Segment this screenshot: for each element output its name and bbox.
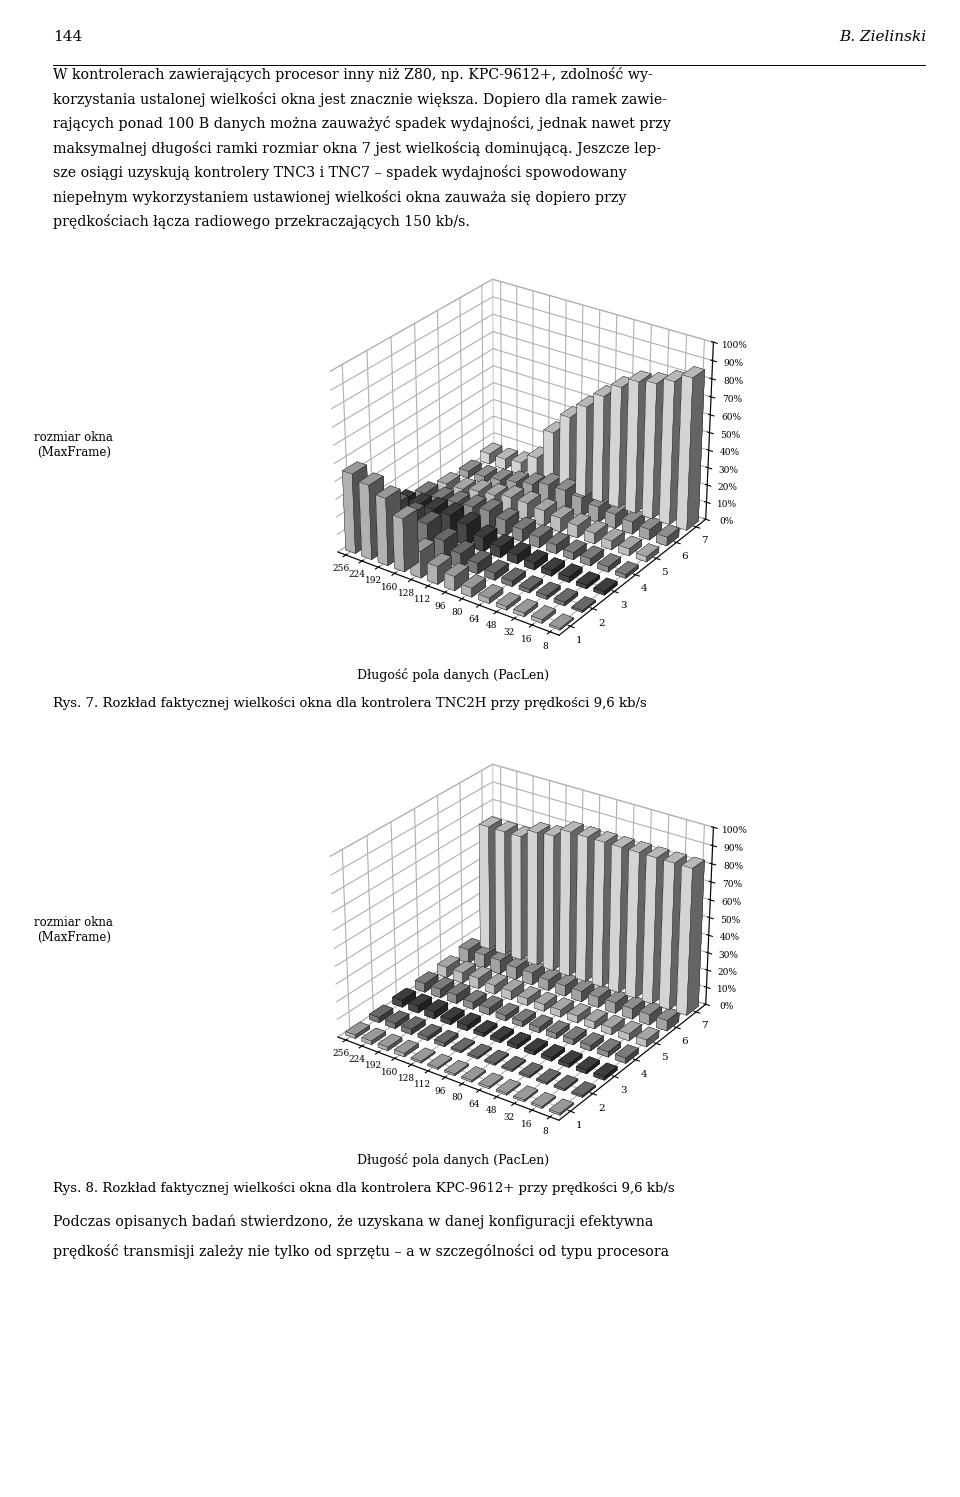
Text: Podczas opisanych badań stwierdzono, że uzyskana w danej konfiguracji efektywna: Podczas opisanych badań stwierdzono, że … — [53, 1214, 653, 1229]
Text: prędkościach łącza radiowego przekraczających 150 kb/s.: prędkościach łącza radiowego przekraczaj… — [53, 214, 469, 229]
Text: Długość pola danych (PacLen): Długość pola danych (PacLen) — [357, 1153, 549, 1168]
Text: B. Zielinski: B. Zielinski — [839, 30, 926, 45]
Text: Rys. 7. Rozkład faktycznej wielkości okna dla kontrolera TNC2H przy prędkości 9,: Rys. 7. Rozkład faktycznej wielkości okn… — [53, 698, 646, 711]
Text: maksymalnej długości ramki rozmiar okna 7 jest wielkością dominującą. Jeszcze le: maksymalnej długości ramki rozmiar okna … — [53, 141, 660, 156]
Text: Długość pola danych (PacLen): Długość pola danych (PacLen) — [357, 668, 549, 683]
Text: rozmiar okna
(MaxFrame): rozmiar okna (MaxFrame) — [35, 431, 113, 460]
Text: niepełnym wykorzystaniem ustawionej wielkości okna zauważa się dopiero przy: niepełnym wykorzystaniem ustawionej wiel… — [53, 190, 626, 205]
Text: W kontrolerach zawierających procesor inny niż Z80, np. KPC-9612+, zdolność wy-: W kontrolerach zawierających procesor in… — [53, 67, 653, 82]
Text: 144: 144 — [53, 30, 82, 45]
Text: rających ponad 100 B danych można zauważyć spadek wydajności, jednak nawet przy: rających ponad 100 B danych można zauważ… — [53, 117, 670, 132]
Text: korzystania ustalonej wielkości okna jest znacznie większa. Dopiero dla ramek za: korzystania ustalonej wielkości okna jes… — [53, 91, 667, 106]
Text: rozmiar okna
(MaxFrame): rozmiar okna (MaxFrame) — [35, 916, 113, 945]
Text: prędkość transmisji zależy nie tylko od sprzętu – a w szczególności od typu proc: prędkość transmisji zależy nie tylko od … — [53, 1244, 669, 1259]
Text: Rys. 8. Rozkład faktycznej wielkości okna dla kontrolera KPC-9612+ przy prędkośc: Rys. 8. Rozkład faktycznej wielkości okn… — [53, 1183, 675, 1196]
Text: sze osiągi uzyskują kontrolery TNC3 i TNC7 – spadek wydajności spowodowany: sze osiągi uzyskują kontrolery TNC3 i TN… — [53, 165, 627, 180]
